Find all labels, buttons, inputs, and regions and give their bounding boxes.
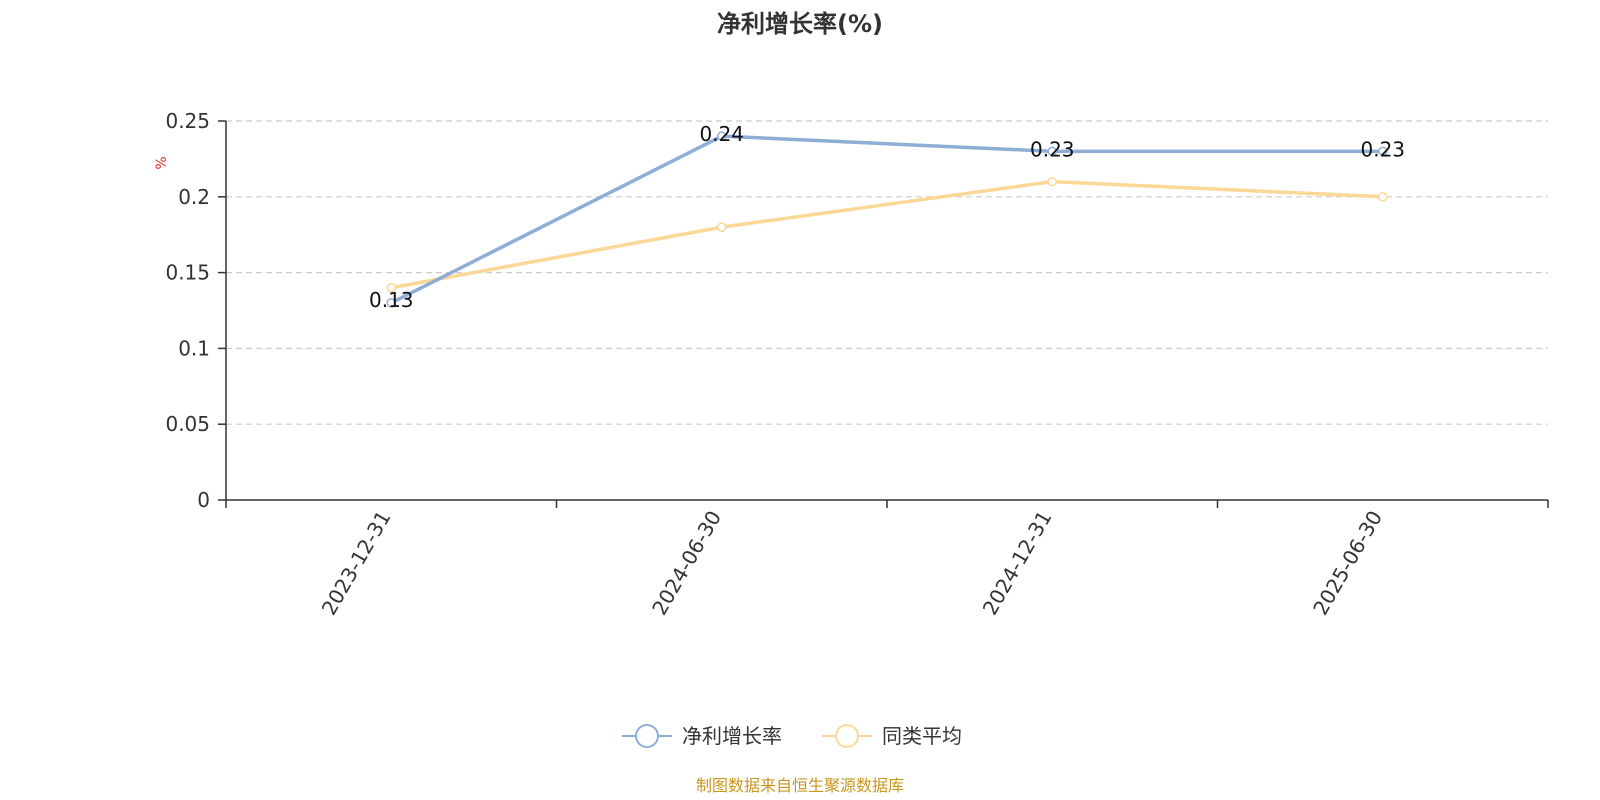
legend: 净利增长率 同类平均 <box>622 724 962 748</box>
legend-marker-1 <box>635 724 659 748</box>
data-label: 0.23 <box>1360 137 1405 161</box>
data-point-series-2 <box>1047 176 1057 187</box>
y-tick-label: 0.1 <box>178 336 210 360</box>
series-line-2 <box>390 179 1383 290</box>
data-point-series-2 <box>717 222 727 232</box>
data-point-series-1 <box>1047 146 1057 157</box>
data-label: 0.23 <box>1030 137 1075 161</box>
chart-title: 净利增长率(%) <box>717 10 883 38</box>
data-point-series-1 <box>386 298 396 308</box>
legend-label-1: 净利增长率 <box>682 724 782 748</box>
x-tick-label: 2024-06-30 <box>647 507 726 620</box>
data-point-series-2 <box>386 283 396 293</box>
series-lines <box>386 131 1388 308</box>
data-label: 0.24 <box>699 122 744 146</box>
grid-lines <box>226 120 1548 425</box>
data-point-series-2 <box>1378 192 1388 202</box>
y-tick-label: 0.05 <box>165 412 210 436</box>
y-tick-label: 0.15 <box>165 261 210 285</box>
axes: 0 0.05 0.1 0.15 0.2 0.25 2023-12-31 2024-06-30 2… <box>165 109 1549 620</box>
data-point-series-1 <box>717 131 727 141</box>
y-tick-label: 0 <box>197 488 210 512</box>
y-axis-unit-label: % <box>154 156 170 169</box>
x-tick-label: 2025-06-30 <box>1308 507 1387 620</box>
data-label: 0.13 <box>369 288 414 312</box>
legend-marker-2 <box>835 724 859 748</box>
y-tick-label: 0.2 <box>178 185 210 209</box>
y-tick-label: 0.25 <box>165 109 210 133</box>
legend-label-2: 同类平均 <box>882 724 962 748</box>
x-tick-label: 2024-12-31 <box>978 507 1057 620</box>
series-line-1 <box>390 134 1383 305</box>
data-labels: 0.13 0.24 0.23 0.23 <box>369 122 1405 312</box>
x-tick-label: 2023-12-31 <box>317 507 396 620</box>
source-note: 制图数据来自恒生聚源数据库 <box>696 776 904 795</box>
data-point-series-1 <box>1378 146 1388 157</box>
